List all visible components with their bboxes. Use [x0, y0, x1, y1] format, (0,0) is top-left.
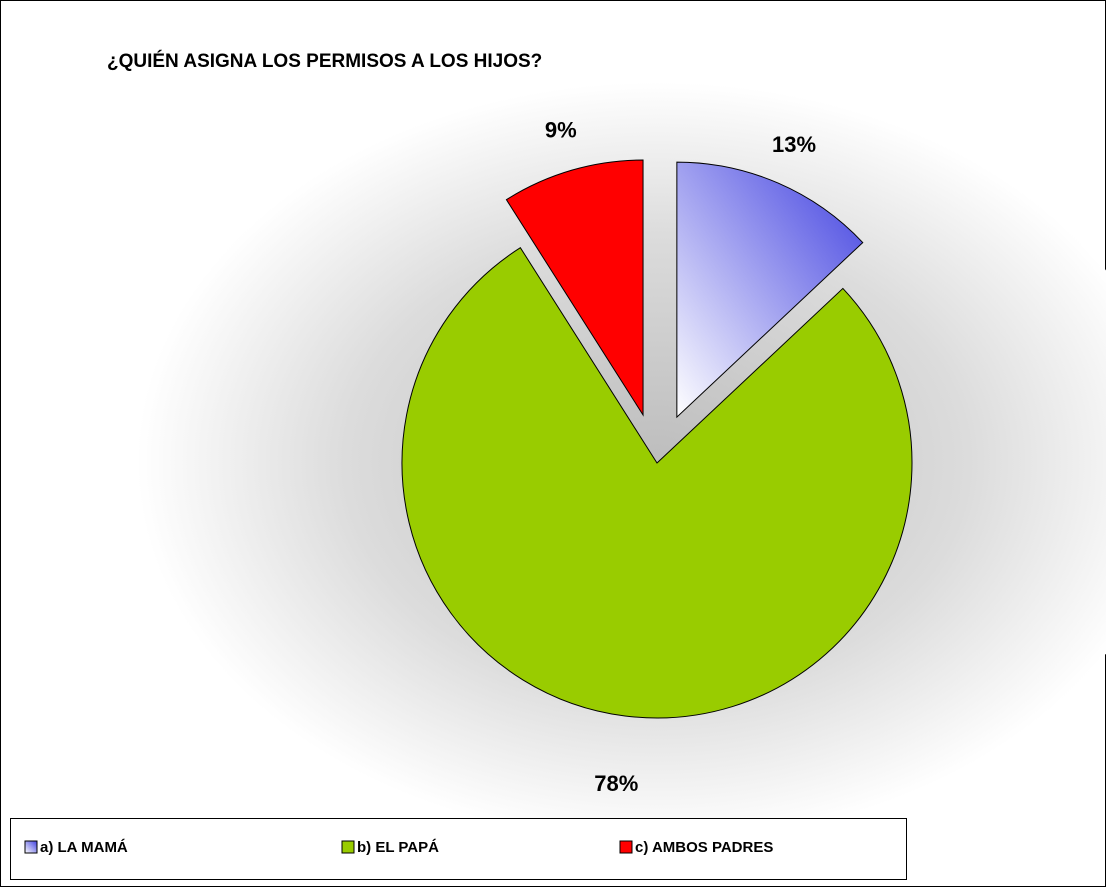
- legend-marker: [341, 840, 355, 854]
- legend-marker: [24, 840, 38, 854]
- data-label: 9%: [545, 118, 577, 143]
- chart-title: ¿QUIÉN ASIGNA LOS PERMISOS A LOS HIJOS?: [107, 50, 542, 72]
- legend-marker: [619, 840, 633, 854]
- data-label: 13%: [772, 132, 816, 157]
- legend-label: b) EL PAPÁ: [357, 839, 439, 856]
- data-label: 78%: [594, 771, 638, 796]
- legend-label: a) LA MAMÁ: [40, 839, 128, 856]
- pie-slice: [401, 247, 913, 719]
- pie-slice: [676, 161, 864, 419]
- legend-box: [10, 818, 907, 880]
- legend-label: c) AMBOS PADRES: [635, 839, 773, 856]
- pie-slice: [505, 159, 644, 417]
